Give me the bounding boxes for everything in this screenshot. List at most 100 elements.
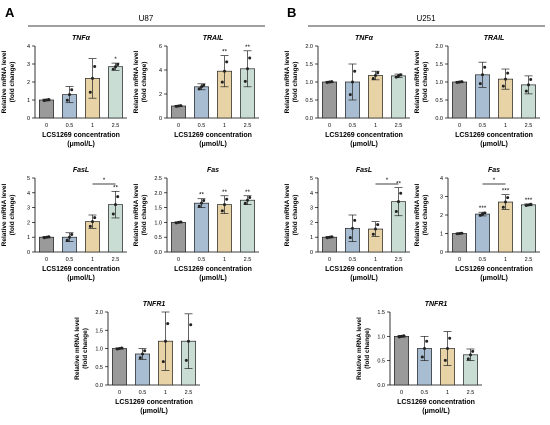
replicate-point (483, 211, 487, 215)
replicate-point (483, 65, 487, 69)
x-tick-label: 0.5 (66, 257, 74, 263)
x-tick-label: 1 (91, 257, 94, 263)
panel-letter-a: A (5, 5, 15, 20)
bar (322, 81, 337, 119)
x-tick-label: 1 (164, 390, 167, 396)
x-tick-label: 2.5 (395, 123, 403, 129)
replicate-point (455, 232, 459, 236)
chart-title: FasL (73, 167, 89, 174)
x-tick-label: 0.5 (349, 123, 357, 129)
replicate-point (202, 83, 206, 87)
y-tick-label: 0.5 (435, 98, 443, 104)
replicate-point (68, 93, 71, 97)
y-tick-label: 2.0 (305, 44, 313, 50)
chart-a-trail: TRAIL 0 2 4 6 Relative mRNA level (fold change… (133, 35, 259, 148)
y-axis-label-unit: (fold change) (364, 328, 371, 369)
bar (194, 202, 209, 253)
y-axis-label: Relative mRNA level (414, 50, 421, 113)
replicate-point (93, 216, 97, 220)
replicate-point (68, 235, 71, 239)
y-axis-label-unit: (fold change) (292, 195, 299, 236)
replicate-point (481, 73, 484, 77)
y-tick-label: 1 (440, 232, 443, 238)
replicate-point (351, 80, 354, 84)
bar (391, 75, 406, 119)
x-tick-label: 0 (458, 257, 461, 263)
bar (394, 335, 409, 386)
replicate-point (501, 84, 505, 88)
y-tick-label: 3 (310, 206, 313, 212)
x-tick-label: 2.5 (244, 257, 252, 263)
y-tick-label: 2.0 (95, 310, 103, 316)
replicate-point (466, 357, 470, 361)
chart-a-tnf: TNFα 0 1 2 3 4 Relative mRNA level (fold change… (1, 35, 127, 148)
y-tick-label: 2.0 (435, 44, 443, 50)
replicate-point (506, 196, 510, 200)
y-axis-label-unit: (fold change) (422, 62, 429, 103)
bar (112, 348, 127, 386)
x-axis-label: LCS1269 concentration (455, 132, 533, 139)
significance-mark: *** (479, 205, 487, 212)
replicate-point (246, 198, 249, 202)
x-axis-label: LCS1269 concentration (397, 399, 475, 406)
panel-letter-b: B (287, 5, 296, 20)
replicate-point (70, 233, 74, 237)
y-tick-label: 1 (27, 98, 30, 104)
replicate-point (187, 339, 190, 343)
replicate-point (471, 349, 475, 353)
replicate-point (330, 235, 334, 239)
x-axis-label-unit: (μmol/L) (67, 275, 95, 282)
chart-title: TNFα (355, 35, 374, 42)
chart-title: Fas (207, 167, 219, 174)
y-axis-label: Relative mRNA level (284, 183, 291, 246)
replicate-point (397, 200, 400, 204)
replicate-point (47, 235, 51, 239)
significance-mark: ** (222, 49, 228, 56)
replicate-point (376, 71, 380, 75)
y-tick-label: 0 (159, 116, 162, 122)
y-tick-label: 2 (159, 92, 162, 98)
x-axis-label: LCS1269 concentration (115, 399, 193, 406)
significance-mark: *** (502, 188, 510, 195)
replicate-point (376, 223, 380, 227)
x-tick-label: 1 (504, 257, 507, 263)
y-tick-label: 0.5 (305, 98, 313, 104)
replicate-point (399, 73, 403, 77)
y-tick-label: 3 (27, 206, 30, 212)
y-axis-label-unit: (fold change) (82, 328, 89, 369)
y-axis-label-unit: (fold change) (141, 195, 148, 236)
x-tick-label: 0.5 (198, 257, 206, 263)
y-tick-label: 3 (440, 195, 443, 201)
bar (108, 66, 123, 119)
replicate-point (446, 347, 449, 350)
x-tick-label: 0.5 (479, 257, 487, 263)
x-tick-label: 0 (177, 123, 180, 129)
y-tick-label: 0 (27, 116, 30, 122)
replicate-point (399, 191, 403, 195)
x-tick-label: 1 (374, 123, 377, 129)
significance-mark: ** (245, 44, 251, 51)
y-tick-label: 1.5 (95, 328, 103, 334)
replicate-point (443, 358, 447, 362)
y-tick-label: 4 (310, 191, 313, 197)
x-axis-label-unit: (μmol/L) (67, 141, 95, 148)
y-tick-label: 0.0 (377, 383, 385, 389)
x-tick-label: 0.5 (421, 390, 429, 396)
panel-a-cell-line: U87 (139, 14, 154, 23)
y-tick-label: 6 (159, 44, 162, 50)
y-tick-label: 2 (27, 220, 30, 226)
chart-title: TNFR1 (143, 301, 166, 308)
y-tick-label: 0 (440, 250, 443, 256)
y-axis-label-unit: (fold change) (292, 62, 299, 103)
replicate-point (202, 198, 206, 202)
y-tick-label: 1.0 (154, 220, 162, 226)
replicate-point (223, 69, 226, 73)
x-tick-label: 0.5 (349, 257, 357, 263)
chart-b-fas: Fas 0 1 2 3 4 Relative mRNA level (fold change)… (414, 167, 540, 282)
y-axis-label: Relative mRNA level (1, 50, 8, 113)
chart-a-fas: Fas 0.0 0.5 1.0 1.5 2.0 2.5 Relative mRNA level… (133, 167, 259, 282)
x-axis-label-unit: (μmol/L) (480, 275, 508, 282)
replicate-point (111, 67, 115, 71)
replicate-point (93, 65, 97, 69)
